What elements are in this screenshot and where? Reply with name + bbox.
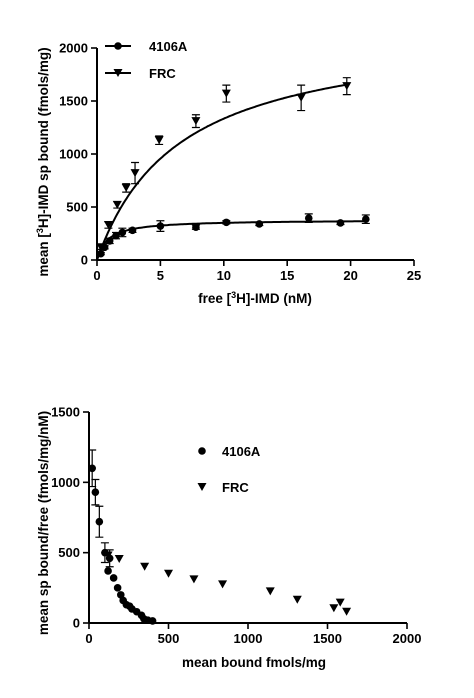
bottom-x-tick-label: 500 — [158, 631, 180, 646]
data-point-frc — [103, 221, 113, 230]
bottom-x-axis-title: mean bound fmols/mg — [182, 655, 326, 670]
legend-4106a-label-bottom: 4106A — [222, 444, 261, 459]
top-y-axis-title: mean [3H]-IMD sp bound (fmols/mg) — [35, 47, 51, 276]
fit-curve-frc — [96, 83, 347, 261]
top-y-tick-label: 1000 — [59, 147, 88, 162]
data-point-frc — [96, 243, 106, 252]
data-point-frc — [112, 200, 122, 209]
scatchard-point-frc — [265, 587, 275, 596]
data-point-4106a — [112, 231, 120, 240]
data-point-frc — [342, 82, 352, 91]
data-point-4106a — [304, 214, 313, 222]
bottom-legend: 4106A FRC — [197, 444, 261, 495]
scatchard-point-4106a — [109, 574, 118, 582]
scatchard-point-frc — [140, 562, 150, 571]
scatchard-point-frc — [114, 554, 124, 563]
legend-frc-marker-bottom — [197, 483, 207, 491]
legend-4106a-marker — [114, 42, 122, 50]
data-point-4106a — [128, 226, 137, 235]
data-point-frc — [221, 89, 231, 98]
scatchard-point-frc — [292, 595, 302, 604]
top-x-tick-label: 15 — [280, 268, 294, 283]
legend-frc-label: FRC — [149, 66, 176, 81]
saturation-binding-chart: 0 5 10 15 20 25 0 500 1000 1500 2000 4106A FRC fre… — [35, 39, 421, 306]
scatchard-point-frc — [189, 575, 199, 584]
data-point-4106a — [105, 237, 114, 245]
data-point-4106a — [192, 223, 200, 231]
data-point-frc — [296, 93, 306, 102]
bottom-x-tick-label: 2000 — [393, 631, 422, 646]
top-data-points — [96, 77, 370, 258]
bottom-axis-ticks: 0 500 1000 1500 2000 0 500 1000 1500 — [51, 405, 421, 647]
legend-frc-label-bottom: FRC — [222, 480, 249, 495]
bottom-y-tick-label: 1000 — [51, 475, 80, 490]
bottom-data-points — [88, 449, 352, 625]
top-y-tick-label: 1500 — [59, 94, 88, 109]
scatchard-point-frc — [218, 580, 228, 589]
data-point-frc — [154, 136, 164, 145]
bottom-x-tick-label: 1500 — [313, 631, 342, 646]
legend-4106a-label: 4106A — [149, 39, 188, 54]
top-legend: 4106A FRC — [105, 39, 188, 81]
scatchard-point-frc — [335, 598, 345, 607]
data-point-frc — [121, 183, 131, 192]
data-point-4106a — [97, 249, 105, 258]
top-y-tick-label: 500 — [66, 200, 88, 215]
scatchard-point-frc — [329, 604, 339, 613]
data-point-frc — [191, 117, 201, 126]
scatchard-point-frc — [342, 607, 352, 616]
top-y-tick-label: 0 — [81, 253, 88, 268]
bottom-x-tick-label: 1000 — [234, 631, 263, 646]
data-point-4106a — [222, 218, 231, 227]
bottom-y-axis-title: mean sp bound/free (fmols/mg/nM) — [36, 411, 51, 635]
top-x-tick-label: 25 — [407, 268, 421, 283]
top-x-axis-title: free [3H]-IMD (nM) — [198, 290, 312, 306]
top-fit-curves — [96, 83, 366, 261]
bottom-y-tick-label: 1500 — [51, 405, 80, 420]
scatchard-point-4106a — [88, 464, 96, 473]
scatchard-point-frc — [103, 551, 113, 560]
bottom-x-tick-label: 0 — [85, 631, 92, 646]
top-x-tick-label: 20 — [343, 268, 357, 283]
fit-curve-4106a — [96, 220, 366, 261]
top-x-tick-label: 10 — [217, 268, 231, 283]
scatchard-point-frc — [164, 569, 173, 578]
bottom-y-tick-label: 0 — [73, 616, 80, 631]
scatchard-plot: 0 500 1000 1500 2000 0 500 1000 1500 4106A FRC m… — [36, 405, 421, 671]
scatchard-point-4106a — [91, 488, 100, 496]
bottom-y-tick-label: 500 — [58, 545, 80, 560]
legend-4106a-marker-bottom — [198, 447, 206, 455]
data-point-4106a — [336, 219, 345, 227]
top-axis-ticks: 0 5 10 15 20 25 0 500 1000 1500 2000 — [59, 41, 421, 284]
scatchard-point-4106a — [95, 517, 104, 526]
top-y-tick-label: 2000 — [59, 41, 88, 56]
data-point-4106a — [118, 228, 127, 237]
legend-frc-marker — [113, 69, 123, 77]
scatchard-point-4106a — [148, 617, 157, 625]
data-point-4106a — [362, 215, 370, 223]
scatchard-point-4106a — [104, 567, 112, 575]
top-x-tick-label: 0 — [93, 268, 100, 283]
data-point-4106a — [156, 222, 165, 230]
top-x-tick-label: 5 — [157, 268, 164, 283]
data-point-frc — [130, 169, 140, 178]
data-point-4106a — [255, 220, 264, 228]
scatchard-point-4106a — [113, 584, 122, 592]
